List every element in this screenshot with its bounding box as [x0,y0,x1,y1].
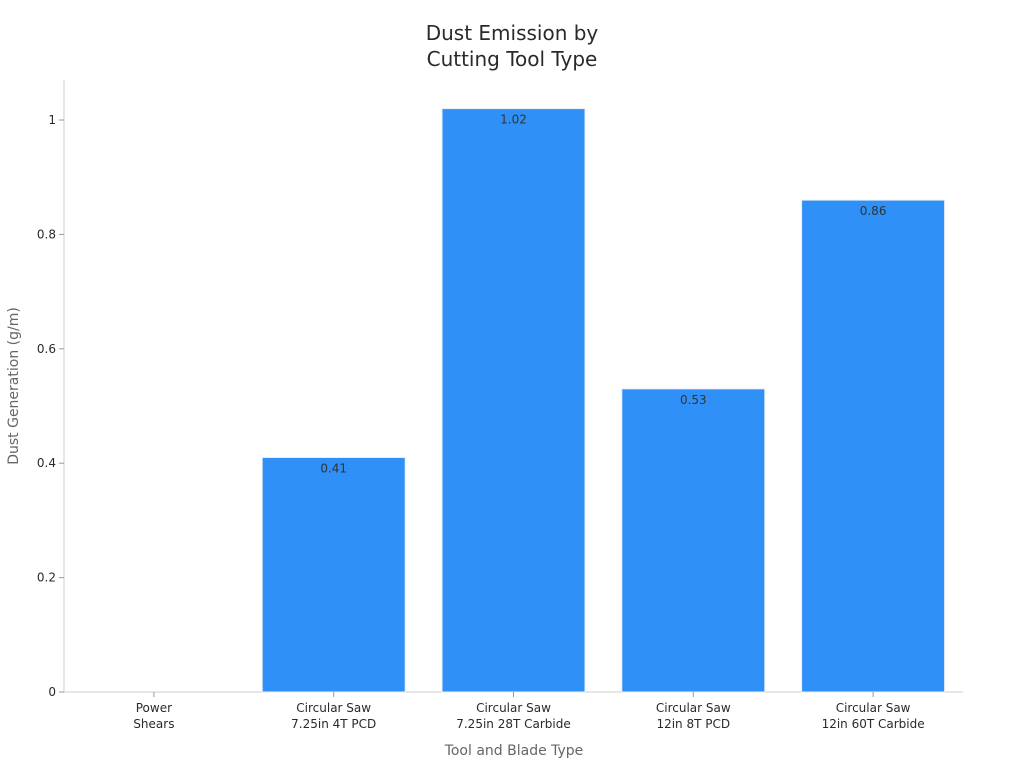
y-axis-ticks: 0 0.2 0.4 0.6 0.8 1 [37,113,64,699]
y-tick-label: 0.6 [37,342,56,356]
y-tick-label: 0.8 [37,227,56,241]
bar [261,456,406,693]
x-tick-label: 7.25in 28T Carbide [456,717,571,731]
bar [441,108,586,693]
chart-title-line-1: Dust Emission by [426,21,599,45]
x-tick-label: Circular Saw [656,701,731,715]
x-axis-categories: Power Shears Circular Saw 7.25in 4T PCD Circ… [133,692,925,731]
data-labels: 0.41 1.02 0.53 0.86 [320,113,886,476]
bar-value-label: 1.02 [500,113,527,127]
x-tick-label: Circular Saw [836,701,911,715]
bar-value-label: 0.41 [320,461,347,475]
y-tick-label: 0.4 [37,456,56,470]
x-tick-label: Circular Saw [476,701,551,715]
x-tick-label: Power [136,701,172,715]
x-tick-label: Shears [133,717,174,731]
y-tick-label: 1 [48,113,56,127]
y-tick-label: 0.2 [37,571,56,585]
bar [621,388,766,693]
bar-value-label: 0.86 [860,204,887,218]
y-tick-label: 0 [48,685,56,699]
bar-value-label: 0.53 [680,393,707,407]
y-axis-title: Dust Generation (g/m) [6,307,22,465]
x-tick-label: 12in 60T Carbide [822,717,925,731]
x-tick-label: 7.25in 4T PCD [291,717,376,731]
x-axis-title: Tool and Blade Type [444,743,584,759]
chart-title-line-2: Cutting Tool Type [427,47,598,71]
bar [801,199,946,693]
bars [261,108,946,693]
x-tick-label: 12in 8T PCD [656,717,730,731]
x-tick-label: Circular Saw [296,701,371,715]
